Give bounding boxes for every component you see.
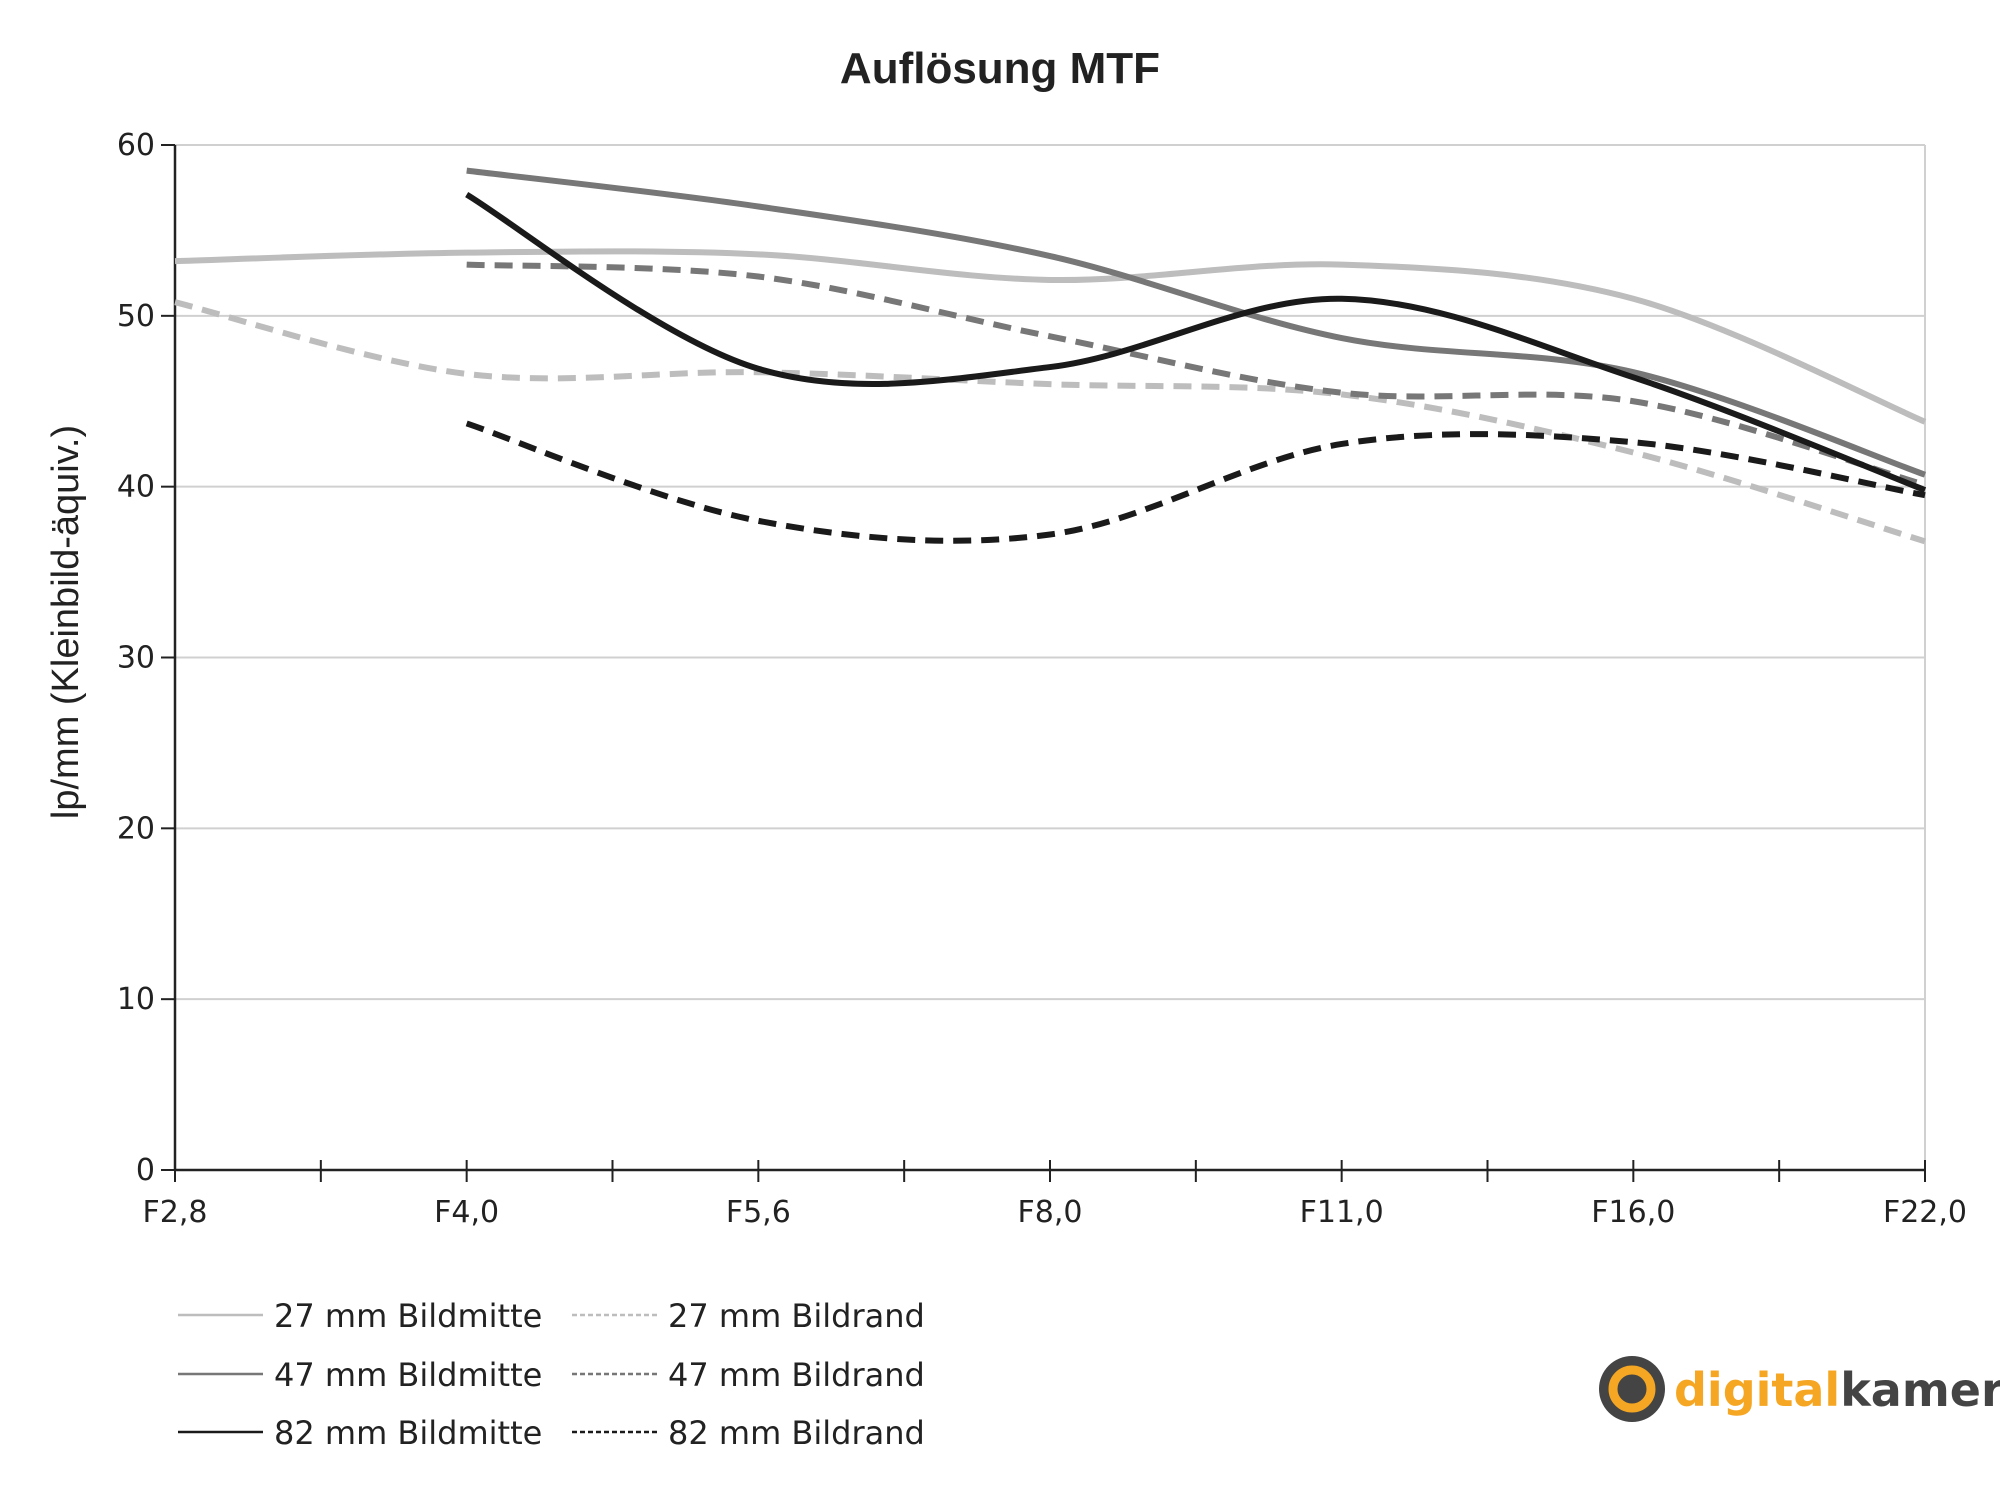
series-line-3 — [466, 261, 1926, 488]
x-tick-label: F22,0 — [1883, 1195, 1967, 1230]
series-line-5 — [465, 420, 1926, 544]
y-tick-label: 50 — [117, 299, 155, 334]
logo-text-kamera: kamera.de — [1840, 1363, 2000, 1417]
legend-label-1: 27 mm Bildrand — [668, 1297, 925, 1335]
x-tick-label: F11,0 — [1300, 1195, 1384, 1230]
logo-text-digital: digital — [1674, 1363, 1840, 1417]
legend-label-4: 82 mm Bildmitte — [274, 1414, 542, 1452]
legend-label-2: 47 mm Bildmitte — [274, 1356, 542, 1394]
digitalkamera-logo: digitalkamera.de — [1599, 1356, 2000, 1422]
logo-mark-ring — [1608, 1365, 1656, 1413]
y-tick-label: 20 — [117, 811, 155, 846]
series-line-1 — [174, 299, 1926, 545]
x-tick-label: F2,8 — [143, 1195, 208, 1230]
series-lines — [174, 167, 1927, 545]
y-axis-label: lp/mm (Kleinbild-äquiv.) — [45, 425, 87, 819]
chart-title: Auflösung MTF — [840, 44, 1160, 93]
y-axis: 0 10 20 30 40 50 60 — [117, 128, 177, 1188]
y-tick-label: 0 — [136, 1153, 155, 1188]
legend-label-3: 47 mm Bildrand — [668, 1356, 925, 1394]
grid-lines — [175, 144, 1926, 1170]
x-tick-label: F8,0 — [1018, 1195, 1083, 1230]
x-tick-label: F5,6 — [726, 1195, 791, 1230]
y-tick-label: 10 — [117, 982, 155, 1017]
x-axis: F2,8 F4,0 F5,6 F8,0 F11,0 F16,0 F22,0 — [143, 1160, 1967, 1230]
legend-label-0: 27 mm Bildmitte — [274, 1297, 542, 1335]
x-tick-label: F16,0 — [1591, 1195, 1675, 1230]
y-tick-label: 30 — [117, 641, 155, 676]
svg-text:digitalkamera.de: digitalkamera.de — [1674, 1363, 2000, 1417]
y-tick-label: 60 — [117, 128, 155, 163]
series-line-2 — [466, 167, 1926, 478]
series-line-0 — [174, 248, 1927, 425]
series-line-4 — [465, 191, 1927, 493]
legend: 27 mm Bildmitte 27 mm Bildrand 47 mm Bildm… — [178, 1297, 925, 1452]
legend-label-5: 82 mm Bildrand — [668, 1414, 925, 1452]
x-tick-label: F4,0 — [434, 1195, 499, 1230]
y-tick-label: 40 — [117, 470, 155, 505]
